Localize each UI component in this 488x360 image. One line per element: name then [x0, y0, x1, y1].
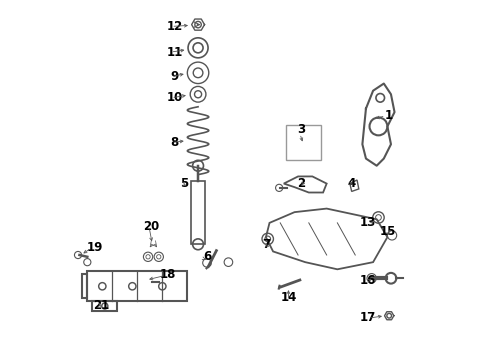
Text: 19: 19 [86, 241, 102, 255]
Bar [92, 301, 117, 311]
Text: 21: 21 [93, 298, 109, 311]
Text: 3: 3 [297, 123, 305, 136]
Text: 1: 1 [385, 109, 392, 122]
Text: 13: 13 [359, 216, 375, 229]
Text: 6: 6 [203, 250, 211, 263]
Text: 9: 9 [170, 70, 179, 83]
Text: 11: 11 [166, 46, 183, 59]
Bar [82, 274, 87, 298]
Text: 18: 18 [159, 268, 176, 281]
Text: 14: 14 [281, 291, 297, 305]
Text: 4: 4 [347, 177, 355, 190]
Bar [87, 271, 187, 301]
Text: 10: 10 [166, 91, 183, 104]
Text: 8: 8 [170, 136, 179, 149]
Text: 2: 2 [297, 177, 305, 190]
Text: 20: 20 [143, 220, 160, 233]
Text: 7: 7 [262, 238, 269, 251]
Text: 5: 5 [179, 177, 187, 190]
Text: 15: 15 [378, 225, 395, 238]
Text: 17: 17 [359, 311, 375, 324]
Text: 16: 16 [359, 274, 375, 287]
Text: 12: 12 [166, 20, 183, 33]
Bar [285, 125, 321, 160]
